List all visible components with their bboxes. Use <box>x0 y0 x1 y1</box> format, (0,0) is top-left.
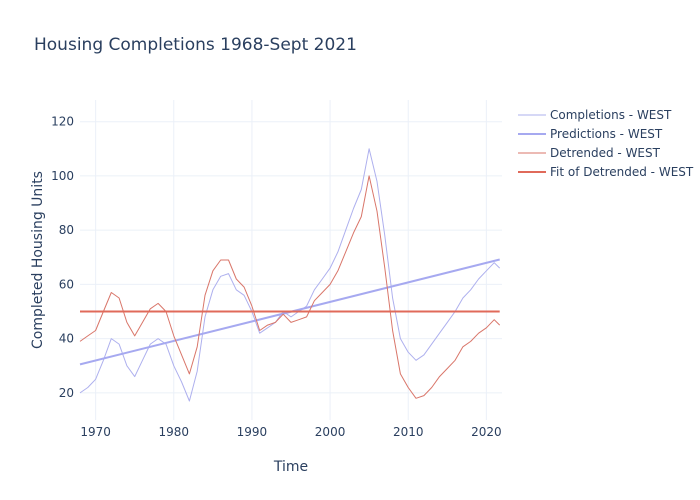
legend-item-completions[interactable]: Completions - WEST <box>518 108 672 122</box>
x-axis-title: Time <box>273 459 308 475</box>
y-tick-label: 120 <box>51 115 74 129</box>
x-tick-label: 1990 <box>237 425 268 439</box>
legend-label-detrended: Detrended - WEST <box>550 146 661 160</box>
legend-item-detrended[interactable]: Detrended - WEST <box>518 146 661 160</box>
series-layer <box>79 148 501 402</box>
y-axis-title: Completed Housing Units <box>30 171 46 349</box>
chart-title: Housing Completions 1968-Sept 2021 <box>34 35 357 55</box>
x-tick-label: 2020 <box>471 425 502 439</box>
legend-item-fit[interactable]: Fit of Detrended - WEST <box>518 165 694 179</box>
x-tick-label: 1970 <box>80 425 111 439</box>
series-line-detrended <box>79 175 501 399</box>
y-tick-label: 60 <box>59 277 74 291</box>
y-tick-label: 80 <box>59 223 74 237</box>
gridlines <box>80 100 502 420</box>
x-tick-label: 1980 <box>159 425 190 439</box>
series-line-completions <box>79 148 501 402</box>
legend-label-predictions: Predictions - WEST <box>550 127 663 141</box>
legend-item-predictions[interactable]: Predictions - WEST <box>518 127 663 141</box>
y-tick-label: 40 <box>59 332 74 346</box>
y-tick-label: 20 <box>59 386 74 400</box>
legend[interactable]: Completions - WEST Predictions - WEST De… <box>518 108 694 179</box>
x-tick-label: 2010 <box>393 425 424 439</box>
legend-label-fit: Fit of Detrended - WEST <box>550 165 694 179</box>
legend-label-completions: Completions - WEST <box>550 108 672 122</box>
x-tick-label: 2000 <box>315 425 346 439</box>
y-tick-label: 100 <box>51 169 74 183</box>
